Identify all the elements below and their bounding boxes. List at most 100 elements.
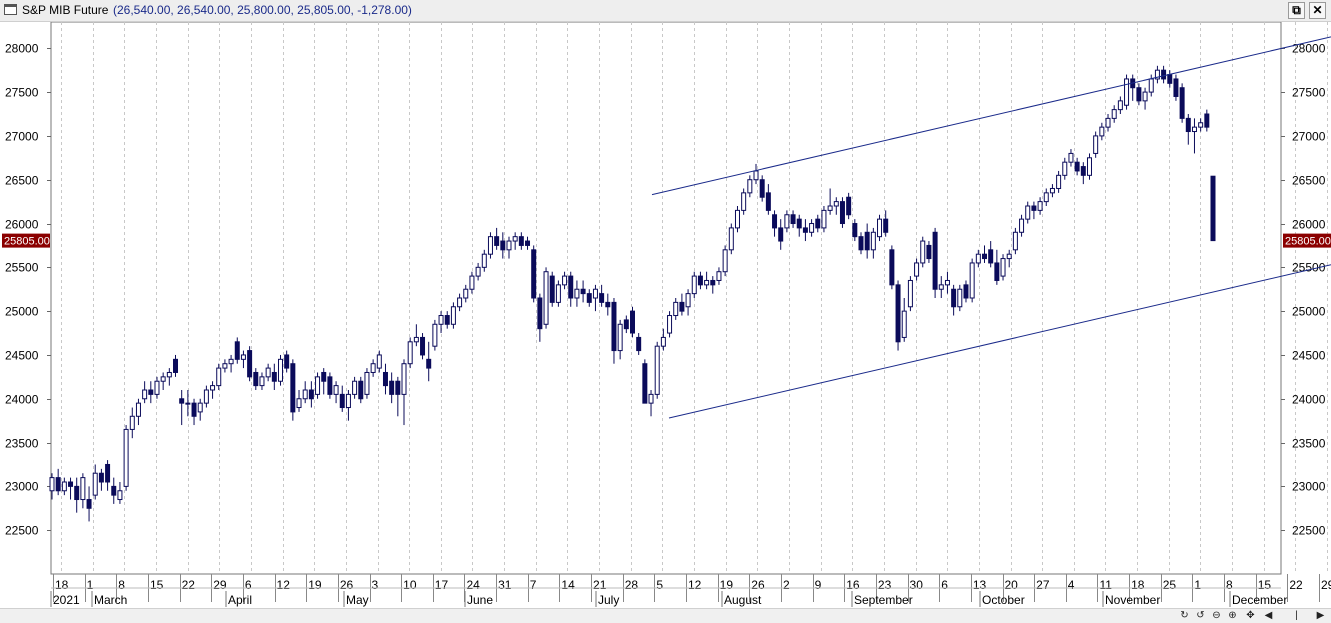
y-label-left: 28000 bbox=[5, 42, 39, 56]
candle-body-up bbox=[512, 236, 518, 242]
candle-body-up bbox=[1154, 69, 1160, 80]
x-day-label: 29 bbox=[213, 578, 227, 592]
candle-body-down bbox=[623, 319, 629, 330]
candle-body-up bbox=[691, 275, 697, 295]
refresh-icon[interactable]: ↻ bbox=[1180, 610, 1189, 621]
candle-body-up bbox=[302, 389, 308, 400]
x-day-label: 12 bbox=[688, 578, 702, 592]
candle-body-down bbox=[994, 262, 1000, 281]
plus-icon[interactable]: ⊕ bbox=[1228, 610, 1237, 621]
candle-body-down bbox=[1136, 87, 1142, 102]
pan-icon[interactable]: ✥ bbox=[1246, 610, 1255, 621]
pipe-icon[interactable]: | bbox=[1295, 610, 1298, 621]
last-price-label-right: 25805.00 bbox=[1285, 236, 1331, 248]
y-label-right: 27500 bbox=[1292, 86, 1326, 100]
candle-body-up bbox=[222, 363, 228, 369]
candle-body-up bbox=[80, 477, 86, 501]
candle-body-up bbox=[487, 236, 493, 255]
price-chart[interactable]: 18 1 8 15 22 29 6 12 19 26 3 10 17 24 31 7 14 21 28 5 12 19 26… bbox=[0, 22, 1331, 608]
candle-body-up bbox=[722, 249, 728, 273]
candle-body-up bbox=[809, 223, 815, 233]
x-day-label: 4 bbox=[1068, 578, 1075, 592]
last-price-tag-right bbox=[1283, 233, 1331, 248]
candle-body-up bbox=[741, 192, 747, 211]
candle-body-up bbox=[407, 341, 413, 365]
left-arrow-icon[interactable]: ◀ bbox=[1264, 610, 1273, 621]
x-day-label: 10 bbox=[403, 578, 417, 592]
candle-body-down bbox=[284, 354, 290, 369]
trend-channel-line bbox=[668, 264, 1331, 419]
y-label-left: 26000 bbox=[5, 218, 39, 232]
candle-body-up bbox=[1105, 117, 1111, 128]
y-label-right: 25500 bbox=[1292, 261, 1326, 275]
y-label-right: 22500 bbox=[1292, 524, 1326, 538]
x-day-label: 25 bbox=[1163, 578, 1177, 592]
y-label-right: 26500 bbox=[1292, 174, 1326, 188]
candle-body-up bbox=[914, 262, 920, 277]
candle-body-up bbox=[370, 363, 376, 373]
x-day-label: 12 bbox=[277, 578, 291, 592]
candle-body-up bbox=[475, 266, 481, 277]
candle-body-up bbox=[1111, 109, 1117, 119]
candle-body-up bbox=[469, 275, 475, 290]
y-label-left: 23000 bbox=[5, 480, 39, 494]
candle-body-up bbox=[1117, 100, 1123, 111]
window-title: S&P MIB Future bbox=[22, 3, 109, 17]
x-day-label: 14 bbox=[561, 578, 575, 592]
candle-body-down bbox=[864, 231, 870, 251]
candle-body-up bbox=[185, 402, 191, 405]
candle-body-down bbox=[358, 380, 364, 400]
candle-body-up bbox=[1025, 205, 1031, 220]
candle-body-up bbox=[265, 367, 271, 378]
candle-body-down bbox=[525, 240, 531, 246]
candle-body-up bbox=[870, 231, 876, 251]
candle-body-up bbox=[1037, 201, 1043, 211]
x-day-label: 1 bbox=[1194, 578, 1201, 592]
candle-body-down bbox=[568, 275, 574, 299]
y-label-right: 24000 bbox=[1292, 393, 1326, 407]
candle-body-up bbox=[117, 490, 123, 501]
x-day-label: 22 bbox=[1289, 578, 1303, 592]
restore-icon[interactable]: ⧉ bbox=[1288, 2, 1305, 19]
candle-body-down bbox=[1173, 78, 1179, 97]
cycle-icon[interactable]: ↺ bbox=[1196, 610, 1205, 621]
right-arrow-icon[interactable]: ▶ bbox=[1316, 610, 1325, 621]
candle-body-down bbox=[599, 293, 605, 303]
candle-body-up bbox=[123, 428, 129, 487]
x-day-label: 19 bbox=[720, 578, 734, 592]
x-day-label: 8 bbox=[1226, 578, 1233, 592]
x-day-label: 9 bbox=[815, 578, 822, 592]
candle-body-down bbox=[790, 214, 796, 225]
candle-body-up bbox=[617, 323, 623, 352]
candle-body-down bbox=[55, 477, 61, 492]
x-month-label: June bbox=[467, 593, 493, 607]
candle-body-up bbox=[92, 472, 98, 496]
y-label-left: 25000 bbox=[5, 305, 39, 319]
candle-body-down bbox=[630, 310, 635, 334]
candle-body-up bbox=[457, 297, 463, 308]
minus-icon[interactable]: ⊖ bbox=[1212, 610, 1221, 621]
candle-body-up bbox=[333, 385, 339, 395]
candle-body-up bbox=[203, 389, 209, 404]
candle-body-up bbox=[296, 398, 302, 409]
candle-body-down bbox=[1210, 175, 1216, 242]
candle-body-up bbox=[574, 288, 580, 299]
candle-body-down bbox=[426, 358, 432, 369]
x-day-label: 13 bbox=[973, 578, 987, 592]
candle-body-up bbox=[364, 371, 370, 395]
candle-body-up bbox=[1124, 78, 1130, 106]
candle-body-down bbox=[549, 275, 555, 303]
candle-body-down bbox=[1204, 113, 1210, 128]
candle-body-down bbox=[68, 481, 74, 487]
x-day-label: 26 bbox=[340, 578, 354, 592]
candle-body-down bbox=[1179, 87, 1185, 119]
y-label-right: 24500 bbox=[1292, 349, 1326, 363]
candle-body-up bbox=[1019, 218, 1025, 233]
close-icon[interactable]: ✕ bbox=[1309, 2, 1326, 19]
y-label-left: 23500 bbox=[5, 437, 39, 451]
candle-body-up bbox=[129, 415, 135, 430]
x-day-label: 22 bbox=[182, 578, 196, 592]
candle-body-down bbox=[926, 244, 932, 260]
candle-body-down bbox=[796, 218, 802, 229]
x-month-label: March bbox=[94, 593, 127, 607]
